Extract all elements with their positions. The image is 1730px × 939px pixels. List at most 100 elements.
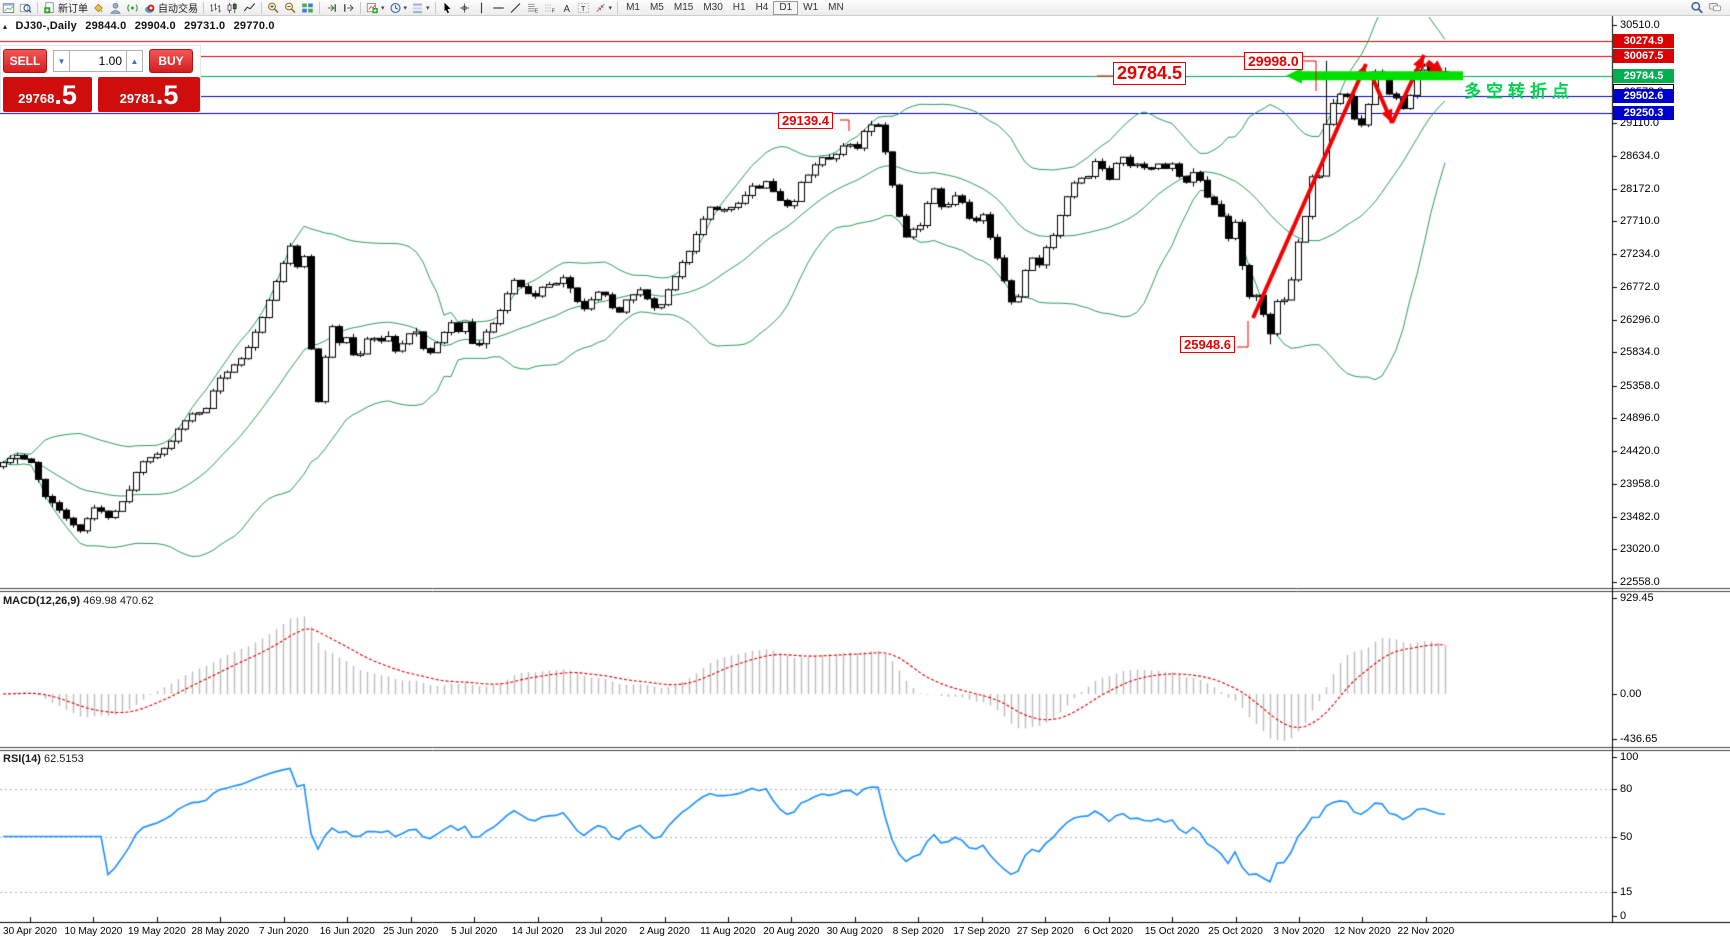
search-button[interactable] <box>1688 1 1706 15</box>
arrows-tool-icon <box>594 2 607 14</box>
paint-bucket-button[interactable] <box>90 1 107 15</box>
date-axis-label: 20 Aug 2020 <box>763 926 820 937</box>
search-icon <box>1690 1 1704 14</box>
macd-value-main: 469.98 <box>83 595 117 607</box>
auto-shift-icon <box>342 2 355 14</box>
date-axis-label: 30 Apr 2020 <box>3 926 57 937</box>
bid-price-main: 29768 <box>18 91 55 106</box>
symbol-title: DJ30-,Daily <box>15 20 77 32</box>
date-axis-label: 25 Jun 2020 <box>383 926 439 937</box>
timeframe-button-h4[interactable]: H4 <box>755 2 769 13</box>
svg-text:A: A <box>563 3 570 13</box>
buy-button[interactable]: BUY <box>149 49 193 73</box>
grid-tool-icon: F <box>543 2 556 14</box>
price-axis-tick: 27710.0 <box>1620 214 1660 227</box>
date-axis-label: 19 May 2020 <box>127 926 186 937</box>
rsi-value: 62.5153 <box>43 753 84 765</box>
price-axis-level-badge: 29250.3 <box>1613 106 1674 121</box>
toolbar-button-label: 自动交易 <box>158 4 198 15</box>
price-axis-tick: 23482.0 <box>1620 510 1660 523</box>
bid-price-display[interactable]: 29768 .5 <box>3 77 92 112</box>
add-indicator-button[interactable]: ▾ <box>364 1 387 15</box>
autotrade-button[interactable]: 自动交易 <box>141 1 200 15</box>
vertical-line-button[interactable] <box>473 1 490 15</box>
price-axis-tick: 25834.0 <box>1620 346 1660 359</box>
date-axis-label: 17 Sep 2020 <box>953 926 1011 937</box>
rsi-axis-tick: 100 <box>1620 751 1639 763</box>
timeframe-button-w1[interactable]: W1 <box>803 2 819 13</box>
ohlc-low: 29731.0 <box>184 20 226 32</box>
chart-window-button[interactable] <box>0 1 17 15</box>
price-axis-tick: 22558.0 <box>1620 575 1660 588</box>
crosshair-button[interactable] <box>456 1 473 15</box>
arrows-tool-button[interactable]: ▾ <box>592 1 615 15</box>
macd-axis-tick: 0.00 <box>1620 687 1642 700</box>
trend-line-button[interactable] <box>507 1 524 15</box>
timeframe-button-d1[interactable]: D1 <box>773 0 799 15</box>
date-axis-label: 15 Oct 2020 <box>1144 926 1200 937</box>
autotrade-icon <box>143 2 156 14</box>
timeframe-button-m15[interactable]: M15 <box>673 2 694 13</box>
zoom-out-icon <box>284 2 297 14</box>
clock-button[interactable]: ▾ <box>387 1 410 15</box>
price-axis-tick: 26772.0 <box>1620 280 1660 293</box>
text-tool-button[interactable]: A <box>558 1 575 15</box>
chat-button[interactable] <box>1706 1 1724 15</box>
zoom-out-button[interactable] <box>282 1 299 15</box>
chart-window-icon <box>2 2 15 14</box>
line-chart-type-button[interactable] <box>241 1 258 15</box>
tile-windows-button[interactable] <box>299 1 316 15</box>
price-axis-tick: 24420.0 <box>1620 445 1660 458</box>
label-tool-icon: T <box>577 2 590 14</box>
new-order-doc-button[interactable]: 新订单 <box>41 1 90 15</box>
price-axis-tick: 27234.0 <box>1620 248 1660 261</box>
sell-button[interactable]: SELL <box>3 49 47 73</box>
price-axis-tick: 28172.0 <box>1620 182 1660 195</box>
date-axis-label: 28 May 2020 <box>191 926 250 937</box>
timeframe-button-m5[interactable]: M5 <box>649 2 664 13</box>
cursor-button[interactable] <box>439 1 456 15</box>
date-axis-label: 27 Sep 2020 <box>1016 926 1074 937</box>
preview-search-button[interactable] <box>17 1 34 15</box>
objects-list-icon <box>411 2 424 14</box>
date-axis-label: 12 Nov 2020 <box>1334 926 1391 937</box>
signal-button[interactable] <box>124 1 141 15</box>
toolbar-button-label: 新订单 <box>58 4 88 15</box>
line-chart-type-icon <box>243 2 256 14</box>
candle-chart-type-button[interactable] <box>224 1 241 15</box>
add-indicator-icon <box>366 2 379 14</box>
label-tool-button[interactable]: T <box>575 1 592 15</box>
shift-end-button[interactable] <box>323 1 340 15</box>
objects-list-button[interactable]: ▾ <box>409 1 432 15</box>
timeframe-button-h1[interactable]: H1 <box>732 2 746 13</box>
auto-shift-button[interactable] <box>340 1 357 15</box>
volume-increase-button[interactable]: ▲ <box>126 50 143 72</box>
ask-price-fraction: .5 <box>155 80 179 110</box>
chevron-down-icon: ▾ <box>403 4 408 12</box>
fibonacci-button[interactable]: E <box>524 1 541 15</box>
chevron-down-icon: ▾ <box>426 4 430 12</box>
profile-button[interactable] <box>107 1 124 15</box>
timeframe-button-mn[interactable]: MN <box>828 2 844 13</box>
timeframe-button-m30[interactable]: M30 <box>703 2 723 13</box>
price-axis-tick: 26296.0 <box>1620 313 1660 326</box>
date-axis-label: 5 Jul 2020 <box>451 926 498 937</box>
volume-input[interactable] <box>70 50 126 72</box>
ohlc-high: 29904.0 <box>134 20 176 32</box>
chart-ohlc-header: ▴ DJ30-,Daily 29844.0 29904.0 29731.0 29… <box>3 20 280 32</box>
macd-indicator-label: MACD(12,26,9) 469.98 470.62 <box>3 595 154 607</box>
fibonacci-icon: E <box>526 2 539 14</box>
date-axis-label: 10 May 2020 <box>64 926 123 937</box>
date-axis-label: 11 Aug 2020 <box>700 926 756 937</box>
timeframe-button-m1[interactable]: M1 <box>626 2 640 13</box>
volume-decrease-button[interactable]: ▼ <box>53 50 70 72</box>
zoom-in-button[interactable] <box>265 1 282 15</box>
chevron-down-icon: ▾ <box>608 4 613 12</box>
bar-chart-type-button[interactable] <box>207 1 224 15</box>
grid-tool-button[interactable]: F <box>541 1 558 15</box>
ask-price-display[interactable]: 29781 .5 <box>98 77 200 112</box>
chat-icon <box>1708 1 1722 14</box>
chevron-down-icon: ▾ <box>381 4 385 12</box>
horizontal-line-button[interactable] <box>490 1 507 15</box>
